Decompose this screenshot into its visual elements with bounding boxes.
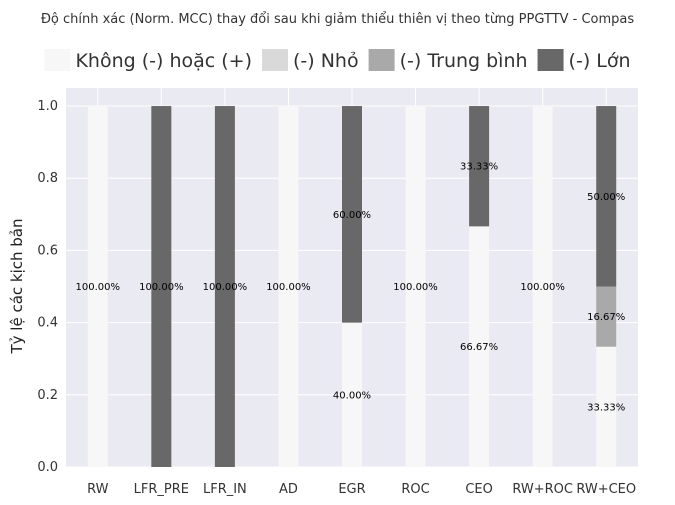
bar-segment	[596, 346, 617, 467]
data-label: 66.67%	[460, 342, 498, 353]
x-tick-label: CEO	[465, 482, 493, 497]
y-tick-label: 0.4	[37, 316, 58, 331]
data-label: 33.33%	[587, 402, 625, 413]
y-tick-label: 0.8	[37, 171, 58, 186]
x-tick-label: LFR_PRE	[134, 482, 189, 497]
legend-swatch	[537, 49, 564, 71]
bar-segment	[469, 226, 490, 467]
bar-segment	[342, 322, 362, 467]
x-tick-label: RW+ROC	[512, 482, 573, 497]
data-label: 100.00%	[76, 282, 121, 293]
x-tick-label: AD	[279, 482, 298, 497]
bar-segment	[151, 106, 172, 468]
y-tick-label: 0.6	[37, 243, 58, 258]
x-axis-ticks: RW LFR_PRE LFR_IN AD EGR ROC CEO RW+ROC RW+CEO	[87, 482, 636, 497]
bar-segment	[214, 106, 235, 468]
x-tick-label: ROC	[401, 482, 429, 497]
bar-segment	[532, 106, 553, 468]
legend-swatch	[44, 49, 71, 71]
bar-segment	[596, 286, 617, 347]
y-tick-label: 1.0	[37, 99, 58, 114]
x-tick-label: LFR_IN	[203, 482, 247, 497]
legend-label: Không (-) hoặc (+)	[75, 50, 252, 72]
data-label: 50.00%	[587, 192, 625, 203]
y-axis-ticks: 0.0 0.2 0.4 0.6 0.8 1.0	[37, 99, 58, 475]
data-label: 40.00%	[333, 390, 371, 401]
y-tick-label: 0.0	[37, 460, 58, 475]
bar-segment	[342, 106, 362, 323]
data-label: 100.00%	[520, 282, 565, 293]
y-tick-label: 0.2	[37, 388, 58, 403]
legend-swatch	[368, 49, 395, 71]
data-label: 33.33%	[460, 162, 498, 173]
bar-segment	[596, 106, 617, 287]
bar-segment	[469, 106, 490, 227]
data-label: 100.00%	[139, 282, 184, 293]
legend: Không (-) hoặc (+) (-) Nhỏ (-) Trung bình (…	[44, 49, 631, 72]
data-label: 60.00%	[333, 210, 371, 221]
y-axis-label: Tỷ lệ các kịch bản	[8, 218, 26, 354]
bar-segment	[278, 106, 299, 468]
bars	[87, 106, 617, 468]
x-tick-label: RW+CEO	[576, 482, 636, 497]
data-labels: 100.00% 100.00% 100.00% 100.00% 40.00% 60.00%…	[76, 162, 626, 414]
bar-segment	[405, 106, 426, 468]
data-label: 100.00%	[266, 282, 311, 293]
x-tick-label: EGR	[338, 482, 365, 497]
legend-label: (-) Nhỏ	[293, 50, 359, 72]
legend-label: (-) Lớn	[569, 50, 631, 72]
x-tick-label: RW	[87, 482, 109, 497]
data-label: 100.00%	[393, 282, 438, 293]
data-label: 100.00%	[203, 282, 248, 293]
legend-swatch	[261, 49, 288, 71]
bar-segment	[87, 106, 108, 468]
legend-label: (-) Trung bình	[400, 50, 528, 72]
chart-title: Độ chính xác (Norm. MCC) thay đổi sau kh…	[41, 12, 635, 27]
data-label: 16.67%	[587, 312, 625, 323]
